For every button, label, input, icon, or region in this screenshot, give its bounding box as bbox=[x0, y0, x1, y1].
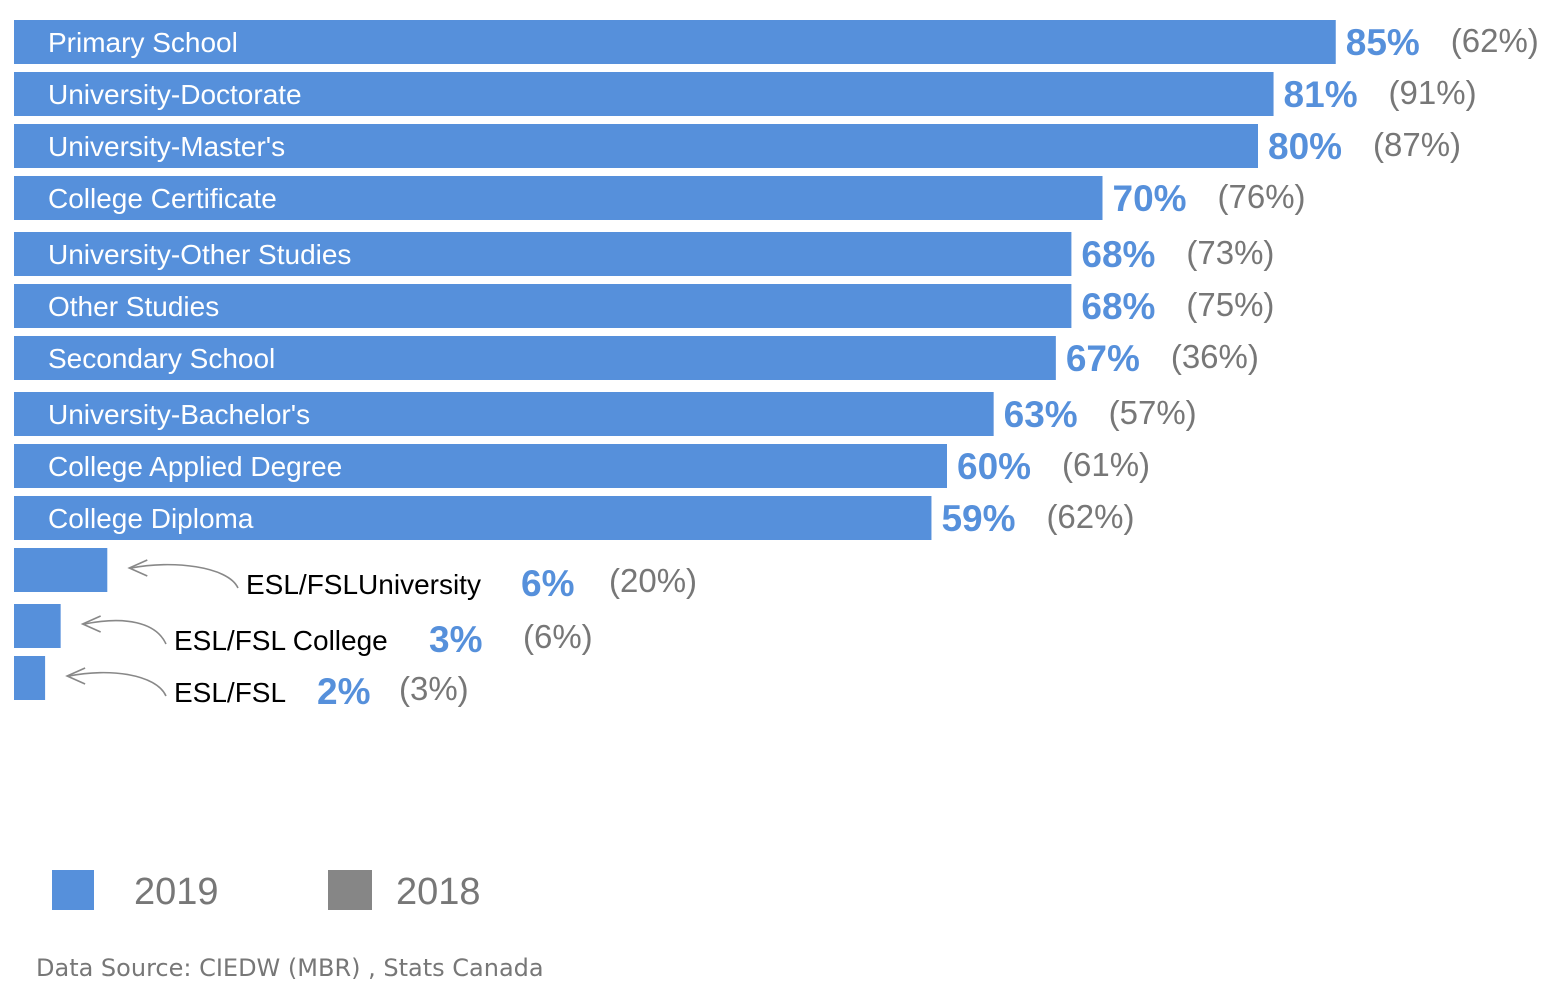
bar-2019 bbox=[14, 392, 994, 436]
value-label-2019: 59% bbox=[941, 498, 1015, 539]
bars-group bbox=[14, 20, 1336, 700]
bar-2019 bbox=[14, 176, 1103, 220]
category-label: College Certificate bbox=[48, 183, 277, 214]
callout-arrow bbox=[68, 671, 167, 697]
value-label-2018: (76%) bbox=[1218, 178, 1306, 215]
value-label-2018: (73%) bbox=[1186, 234, 1274, 271]
category-label: ESL/FSLUniversity bbox=[246, 569, 481, 600]
value-label-2019: 63% bbox=[1004, 394, 1078, 435]
bar-2019 bbox=[14, 444, 947, 488]
value-label-2018: (75%) bbox=[1186, 286, 1274, 323]
value-label-2018: (91%) bbox=[1389, 74, 1477, 111]
category-label: University-Master's bbox=[48, 131, 285, 162]
callout-arrow bbox=[131, 563, 239, 589]
callout-arrowhead bbox=[80, 615, 101, 633]
value-label-2018: (36%) bbox=[1171, 338, 1259, 375]
category-label: University-Bachelor's bbox=[48, 399, 310, 430]
bar-2019 bbox=[14, 604, 61, 648]
value-label-2019: 80% bbox=[1268, 126, 1342, 167]
callout-arrow bbox=[84, 619, 167, 645]
category-label: ESL/FSL bbox=[174, 677, 286, 708]
category-label: University-Other Studies bbox=[48, 239, 351, 270]
data-source-note: Data Source: CIEDW (MBR) , Stats Canada bbox=[36, 954, 544, 982]
value-label-2019: 3% bbox=[429, 619, 482, 660]
value-label-2019: 68% bbox=[1081, 286, 1155, 327]
bar-2019 bbox=[14, 20, 1336, 64]
callout-arrows-group bbox=[65, 559, 239, 697]
labels-group: Primary School 85% (62%) University-Doctora… bbox=[48, 22, 1539, 712]
bar-2019 bbox=[14, 548, 108, 592]
category-label: University-Doctorate bbox=[48, 79, 302, 110]
value-label-2019: 60% bbox=[957, 446, 1031, 487]
value-label-2018: (62%) bbox=[1451, 22, 1539, 59]
value-label-2019: 68% bbox=[1081, 234, 1155, 275]
value-label-2018: (57%) bbox=[1109, 394, 1197, 431]
legend-swatch-2019 bbox=[52, 870, 94, 910]
value-label-2019: 67% bbox=[1066, 338, 1140, 379]
bar-2019 bbox=[14, 656, 46, 700]
value-label-2019: 70% bbox=[1113, 178, 1187, 219]
category-label: Other Studies bbox=[48, 291, 219, 322]
callout-arrowhead bbox=[127, 559, 148, 577]
value-label-2019: 85% bbox=[1346, 22, 1420, 63]
value-label-2018: (20%) bbox=[609, 562, 697, 599]
category-label: Primary School bbox=[48, 27, 238, 58]
value-label-2018: (61%) bbox=[1062, 446, 1150, 483]
bar-2019 bbox=[14, 232, 1072, 276]
value-label-2019: 2% bbox=[317, 671, 370, 712]
value-label-2018: (62%) bbox=[1046, 498, 1134, 535]
bar-2019 bbox=[14, 72, 1274, 116]
legend-swatch-2018 bbox=[328, 870, 372, 910]
bar-2019 bbox=[14, 124, 1258, 168]
category-label: Secondary School bbox=[48, 343, 275, 374]
legend: 2019 2018 bbox=[52, 870, 481, 913]
bar-2019 bbox=[14, 284, 1072, 328]
legend-label-2019: 2019 bbox=[134, 871, 219, 913]
bar-2019 bbox=[14, 496, 932, 540]
value-label-2019: 6% bbox=[521, 563, 574, 604]
category-label: ESL/FSL College bbox=[174, 625, 388, 656]
category-label: College Applied Degree bbox=[48, 451, 342, 482]
value-label-2018: (3%) bbox=[399, 670, 469, 707]
value-label-2018: (6%) bbox=[523, 618, 593, 655]
value-label-2018: (87%) bbox=[1373, 126, 1461, 163]
callout-arrowhead bbox=[65, 667, 86, 685]
value-label-2019: 81% bbox=[1284, 74, 1358, 115]
legend-label-2018: 2018 bbox=[396, 871, 481, 913]
bar-2019 bbox=[14, 336, 1056, 380]
category-label: College Diploma bbox=[48, 503, 254, 534]
